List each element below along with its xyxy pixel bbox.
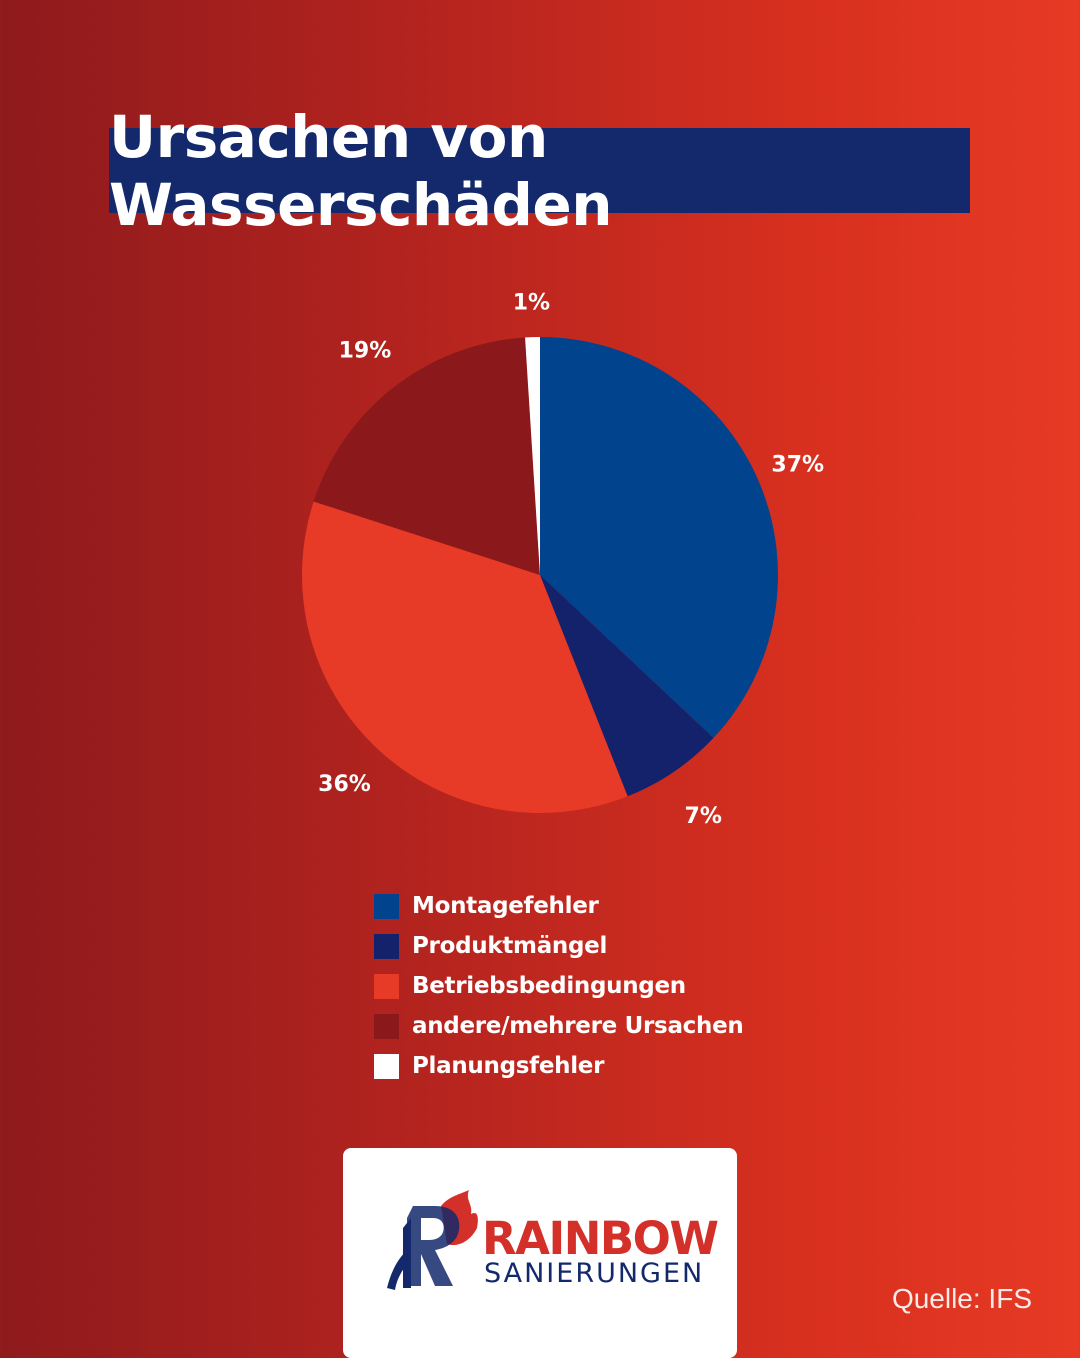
legend-item-montagefehler: Montagefehler	[374, 886, 743, 926]
legend-swatch	[374, 973, 399, 999]
legend-swatch	[374, 893, 399, 919]
legend-label: Planungsfehler	[412, 1053, 605, 1079]
data-label-andere-ursachen: 19%	[339, 338, 392, 363]
data-label-planungsfehler: 1%	[513, 290, 550, 315]
legend-label: Betriebsbedingungen	[412, 973, 686, 999]
pie-slice-planungsfehler	[525, 337, 540, 575]
data-label-betriebsbedingungen: 36%	[318, 772, 371, 797]
pie-slice-montagefehler	[540, 337, 778, 738]
rainbow-logo-mark	[387, 1190, 478, 1290]
legend-item-planungsfehler: Planungsfehler	[374, 1046, 743, 1086]
logo-wordmark-top: RAINBOW	[482, 1212, 719, 1265]
data-label-montagefehler: 37%	[771, 452, 824, 477]
legend-label: Produktmängel	[412, 933, 608, 959]
legend-label: andere/mehrere Ursachen	[412, 1013, 744, 1039]
legend-item-andere-ursachen: andere/mehrere Ursachen	[374, 1006, 744, 1046]
chart-title: Ursachen von Wasserschäden	[109, 102, 613, 239]
legend-item-betriebsbedingungen: Betriebsbedingungen	[374, 966, 743, 1006]
legend: Montagefehler Produktmängel Betriebsbeding…	[374, 886, 744, 1086]
source-note: Quelle: IFS	[891, 1283, 1032, 1314]
logo-wordmark-bottom: SANIERUNGEN	[484, 1258, 705, 1289]
pie-slice-betriebsbedingungen	[302, 501, 628, 814]
pie-slice-produktmaengel	[540, 575, 714, 797]
title-banner: Ursachen von Wasserschäden	[109, 103, 970, 239]
pie-slice-andere-ursachen	[313, 337, 540, 575]
legend-label: Montagefehler	[412, 893, 599, 919]
legend-item-produktmaengel: Produktmängel	[374, 926, 743, 966]
legend-swatch	[374, 1013, 399, 1039]
legend-swatch	[374, 933, 399, 959]
data-label-produktmaengel: 7%	[685, 804, 722, 829]
legend-swatch	[374, 1053, 399, 1079]
